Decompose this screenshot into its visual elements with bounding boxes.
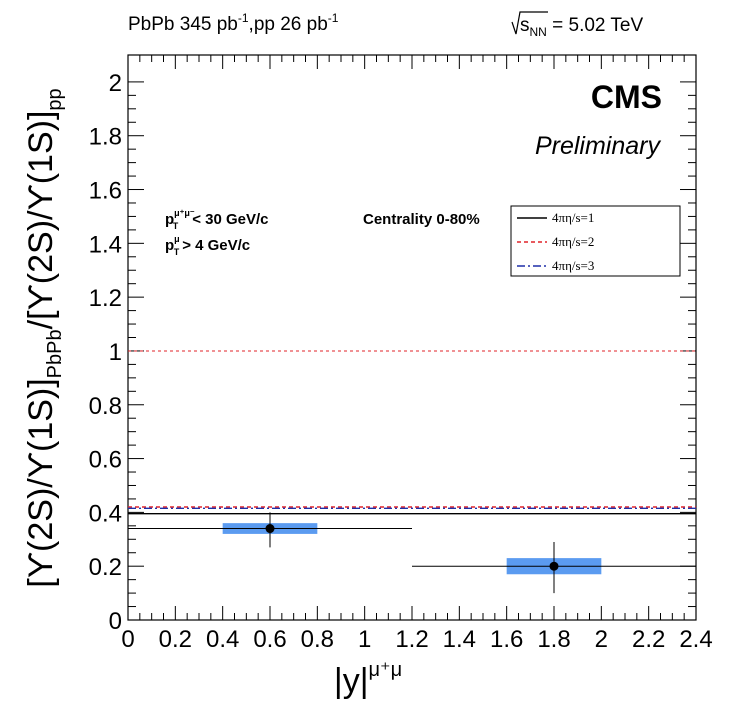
pt-dimuon-cut: pμ⁺μ⁻ T < 30 GeV/c: [165, 208, 269, 231]
energy-label: sNN = 5.02 TeV: [511, 11, 643, 39]
x-tick-label: 2.2: [632, 626, 665, 653]
y-axis-title: [ϒ(2S)/ϒ(1S)]PbPb/[ϒ(2S)/ϒ(1S)]pp: [22, 88, 66, 587]
x-tick-label: 1.2: [395, 626, 428, 653]
legend: 4πη/s=1 4πη/s=2 4πη/s=3: [517, 210, 594, 273]
y-tick-label: 0.4: [89, 500, 122, 527]
y-tick-label: 1.2: [89, 285, 122, 312]
y-tick-label: 1.6: [89, 178, 122, 205]
y-tick-labels: 0 0.2 0.4 0.6 0.8 1 1.2 1.4 1.6 1.8 2: [89, 70, 122, 635]
y-tick-label: 2: [109, 70, 122, 97]
centrality-label: Centrality 0-80%: [363, 211, 480, 228]
preliminary-label: Preliminary: [535, 132, 662, 160]
pt-muon-cut: pμ T > 4 GeV/c: [165, 234, 250, 257]
y-tick-label: 1: [109, 339, 122, 366]
svg-text:sNN = 5.02 TeV: sNN = 5.02 TeV: [520, 15, 643, 39]
x-tick-label: 0.2: [159, 626, 192, 653]
data-point: [549, 561, 559, 571]
x-tick-label: 1.4: [443, 626, 476, 653]
error-bars: [128, 512, 696, 594]
y-tick-label: 0.6: [89, 447, 122, 474]
x-tick-labels: 0 0.2 0.4 0.6 0.8 1 1.2 1.4 1.6 1.8 2 2.2 2.4: [121, 626, 712, 653]
data-point: [265, 524, 275, 534]
x-tick-label: 0.4: [206, 626, 239, 653]
x-tick-label: 2.4: [679, 626, 712, 653]
data-points: [265, 524, 559, 571]
y-tick-label: 0.8: [89, 393, 122, 420]
x-tick-label: 0.6: [253, 626, 286, 653]
y-tick-label: 1.4: [89, 231, 122, 258]
x-tick-label: 1.6: [490, 626, 523, 653]
cms-label: CMS: [591, 79, 662, 115]
y-tick-label: 0: [109, 608, 122, 635]
legend-label: 4πη/s=2: [552, 234, 594, 249]
x-tick-label: 0: [121, 626, 134, 653]
legend-label: 4πη/s=1: [552, 210, 594, 225]
x-axis-title: |y|μ⁺μ: [334, 659, 402, 700]
y-tick-label: 0.2: [89, 554, 122, 581]
x-tick-label: 1: [358, 626, 371, 653]
theory-lines: [128, 506, 696, 515]
x-tick-label: 0.8: [301, 626, 334, 653]
x-tick-label: 1.8: [537, 626, 570, 653]
legend-label: 4πη/s=3: [552, 258, 594, 273]
x-tick-label: 2: [595, 626, 608, 653]
lumi-label: PbPb 345 pb-1,pp 26 pb-1: [128, 11, 339, 35]
y-tick-label: 1.8: [89, 124, 122, 151]
